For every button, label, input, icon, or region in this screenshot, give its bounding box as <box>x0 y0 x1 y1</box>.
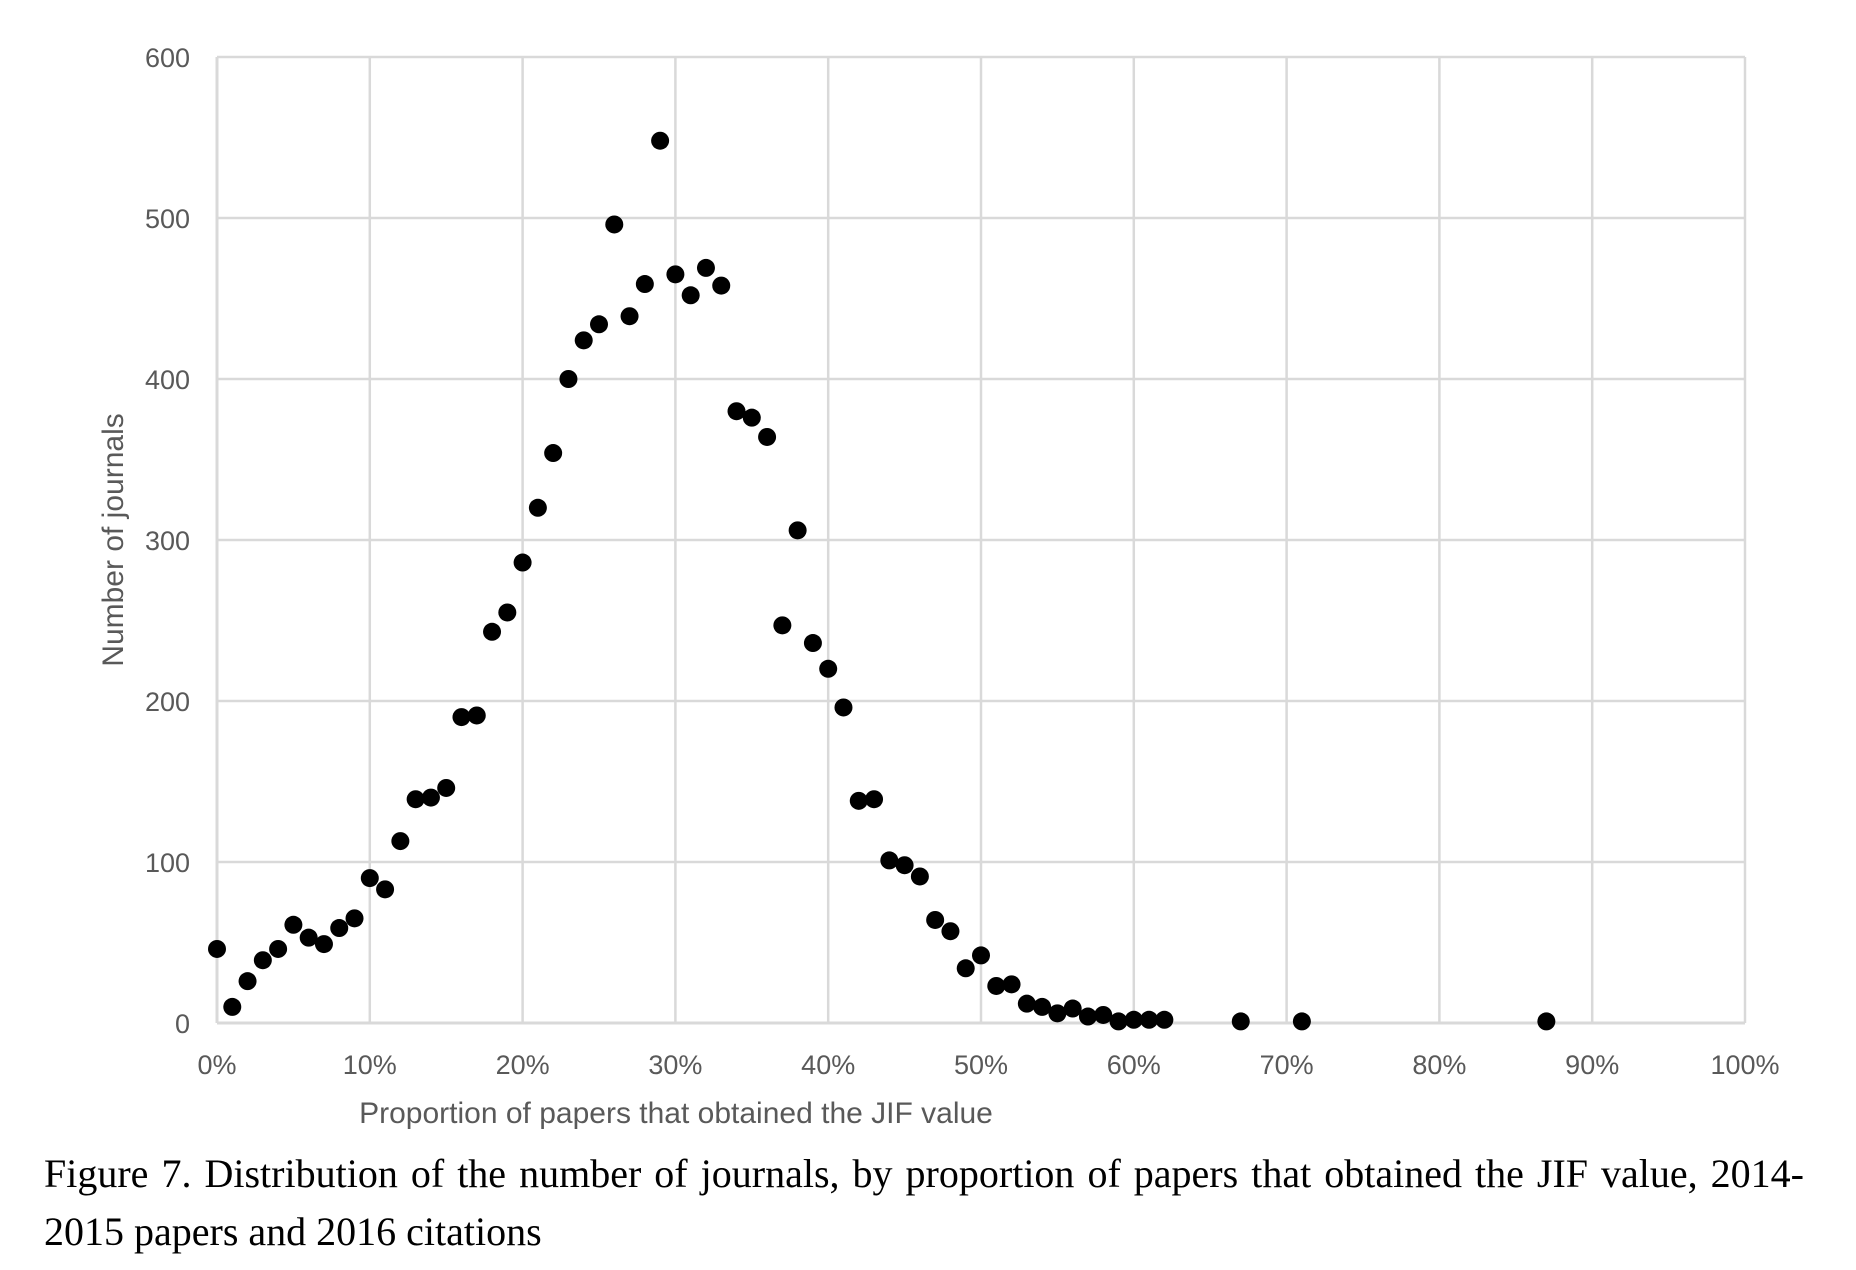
x-tick-label: 0% <box>197 1050 236 1080</box>
data-point <box>803 634 822 653</box>
data-point <box>1124 1010 1143 1029</box>
data-point <box>253 951 272 970</box>
data-point <box>528 498 547 517</box>
data-point <box>696 258 715 277</box>
data-point <box>437 778 456 797</box>
x-tick-label: 30% <box>648 1050 702 1080</box>
data-point <box>880 851 899 870</box>
data-point <box>956 959 975 978</box>
data-point <box>620 307 639 326</box>
data-point <box>452 708 471 727</box>
tick-labels: 0% 10% 20% 30% 40% 50% 60% 70% 80% 90% 100% 0 100 200… <box>145 43 1780 1080</box>
y-tick-label: 600 <box>145 43 190 73</box>
data-point <box>788 521 807 540</box>
data-point <box>895 856 914 875</box>
data-point <box>819 659 838 678</box>
data-point <box>834 698 853 717</box>
data-point <box>773 616 792 635</box>
data-point <box>1155 1010 1174 1029</box>
data-point <box>544 444 563 463</box>
data-point <box>208 939 226 958</box>
data-point <box>1033 997 1052 1016</box>
data-point <box>1048 1004 1067 1023</box>
y-tick-label: 400 <box>145 365 190 395</box>
data-point <box>666 265 685 284</box>
x-tick-label: 40% <box>801 1050 855 1080</box>
data-point <box>590 315 608 334</box>
y-axis-title: Number of journals <box>97 413 130 666</box>
data-point <box>651 131 670 150</box>
x-tick-label: 10% <box>343 1050 397 1080</box>
data-point <box>1231 1012 1250 1031</box>
data-point <box>376 880 395 899</box>
data-point <box>941 922 960 941</box>
data-point <box>972 946 990 965</box>
x-tick-label: 100% <box>1710 1050 1779 1080</box>
data-point <box>635 275 654 294</box>
data-point <box>483 622 502 641</box>
data-point <box>987 976 1006 995</box>
y-tick-label: 500 <box>145 204 190 234</box>
y-tick-label: 0 <box>175 1009 190 1039</box>
data-point <box>299 928 318 947</box>
data-point <box>421 788 440 807</box>
data-point <box>681 286 700 305</box>
data-point <box>712 276 731 295</box>
data-point <box>849 791 868 810</box>
x-axis-title: Proportion of papers that obtained the J… <box>359 1097 993 1130</box>
data-point <box>223 997 242 1016</box>
data-point <box>330 919 349 938</box>
data-point <box>926 910 945 929</box>
data-point <box>727 402 746 421</box>
scatter-chart: 0% 10% 20% 30% 40% 50% 60% 70% 80% 90% 100% 0 100 200… <box>97 43 1780 1130</box>
y-tick-label: 100 <box>145 848 190 878</box>
data-point <box>498 603 517 622</box>
data-point <box>559 370 578 388</box>
data-point <box>284 915 303 934</box>
x-tick-label: 50% <box>954 1050 1008 1080</box>
x-tick-label: 70% <box>1260 1050 1314 1080</box>
data-point <box>269 939 288 958</box>
y-tick-label: 300 <box>145 526 190 556</box>
data-point <box>1078 1007 1097 1026</box>
data-point <box>865 790 884 809</box>
gridlines <box>217 55 1747 1023</box>
data-point <box>238 972 257 991</box>
axes <box>215 57 1745 1025</box>
y-tick-label: 200 <box>145 687 190 717</box>
data-point <box>406 790 425 809</box>
data-point <box>513 553 532 572</box>
x-tick-label: 90% <box>1565 1050 1619 1080</box>
data-points <box>208 131 1556 1031</box>
data-point <box>574 331 593 350</box>
data-point <box>345 909 364 928</box>
data-point <box>742 408 761 427</box>
data-point <box>758 427 777 446</box>
data-point <box>360 869 379 888</box>
data-point <box>391 832 410 851</box>
data-point <box>1063 999 1082 1018</box>
data-point <box>1094 1005 1113 1024</box>
data-point <box>1292 1012 1311 1031</box>
data-point <box>1017 994 1036 1013</box>
data-point <box>1109 1012 1128 1031</box>
data-point <box>605 215 624 234</box>
x-tick-label: 80% <box>1412 1050 1466 1080</box>
x-tick-label: 60% <box>1107 1050 1161 1080</box>
data-point <box>1002 975 1021 994</box>
data-point <box>910 867 929 886</box>
data-point <box>1537 1012 1556 1031</box>
data-point <box>314 935 333 954</box>
data-point <box>467 706 486 725</box>
x-tick-label: 20% <box>496 1050 550 1080</box>
data-point <box>1140 1010 1159 1029</box>
figure-caption: Figure 7. Distribution of the number of … <box>44 1151 1804 1254</box>
